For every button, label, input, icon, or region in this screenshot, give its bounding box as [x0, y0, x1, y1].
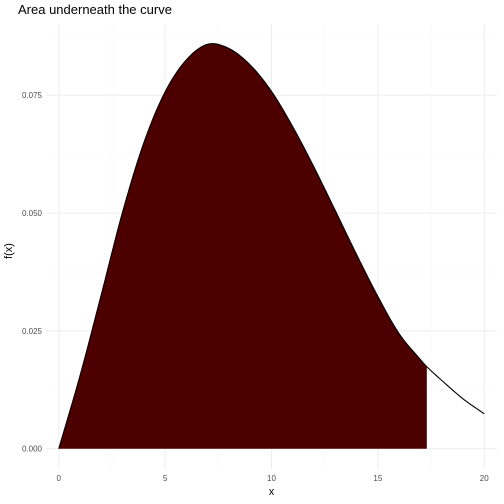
density-curve [58, 43, 485, 449]
y-axis-label: f(x) [3, 243, 15, 259]
y-tick-label: 0.075 [22, 91, 43, 100]
chart-title: Area underneath the curve [18, 2, 172, 17]
y-tick-label: 0.025 [22, 327, 43, 336]
y-tick-label: 0.000 [22, 445, 43, 454]
x-tick-label: 15 [373, 474, 382, 483]
x-tick-label: 0 [57, 474, 62, 483]
x-axis-label: x [269, 486, 275, 498]
y-tick-label: 0.050 [22, 209, 43, 218]
y-axis-ticks: 0.000 0.025 0.050 0.075 [22, 91, 43, 454]
x-axis-ticks: 0 5 10 15 20 [57, 474, 490, 483]
shaded-area [58, 43, 427, 449]
x-tick-label: 20 [480, 474, 489, 483]
x-tick-label: 10 [267, 474, 276, 483]
x-tick-label: 5 [163, 474, 168, 483]
